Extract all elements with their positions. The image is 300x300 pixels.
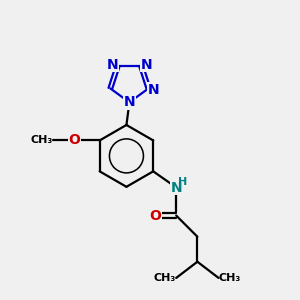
Text: CH₃: CH₃ <box>154 273 176 283</box>
Text: O: O <box>69 134 81 147</box>
Text: CH₃: CH₃ <box>219 273 241 283</box>
Text: O: O <box>149 208 161 223</box>
Text: N: N <box>148 83 160 97</box>
Text: H: H <box>178 177 187 187</box>
Text: N: N <box>106 58 118 72</box>
Text: N: N <box>124 95 135 109</box>
Text: N: N <box>170 181 182 194</box>
Text: N: N <box>141 58 152 72</box>
Text: CH₃: CH₃ <box>30 135 52 146</box>
